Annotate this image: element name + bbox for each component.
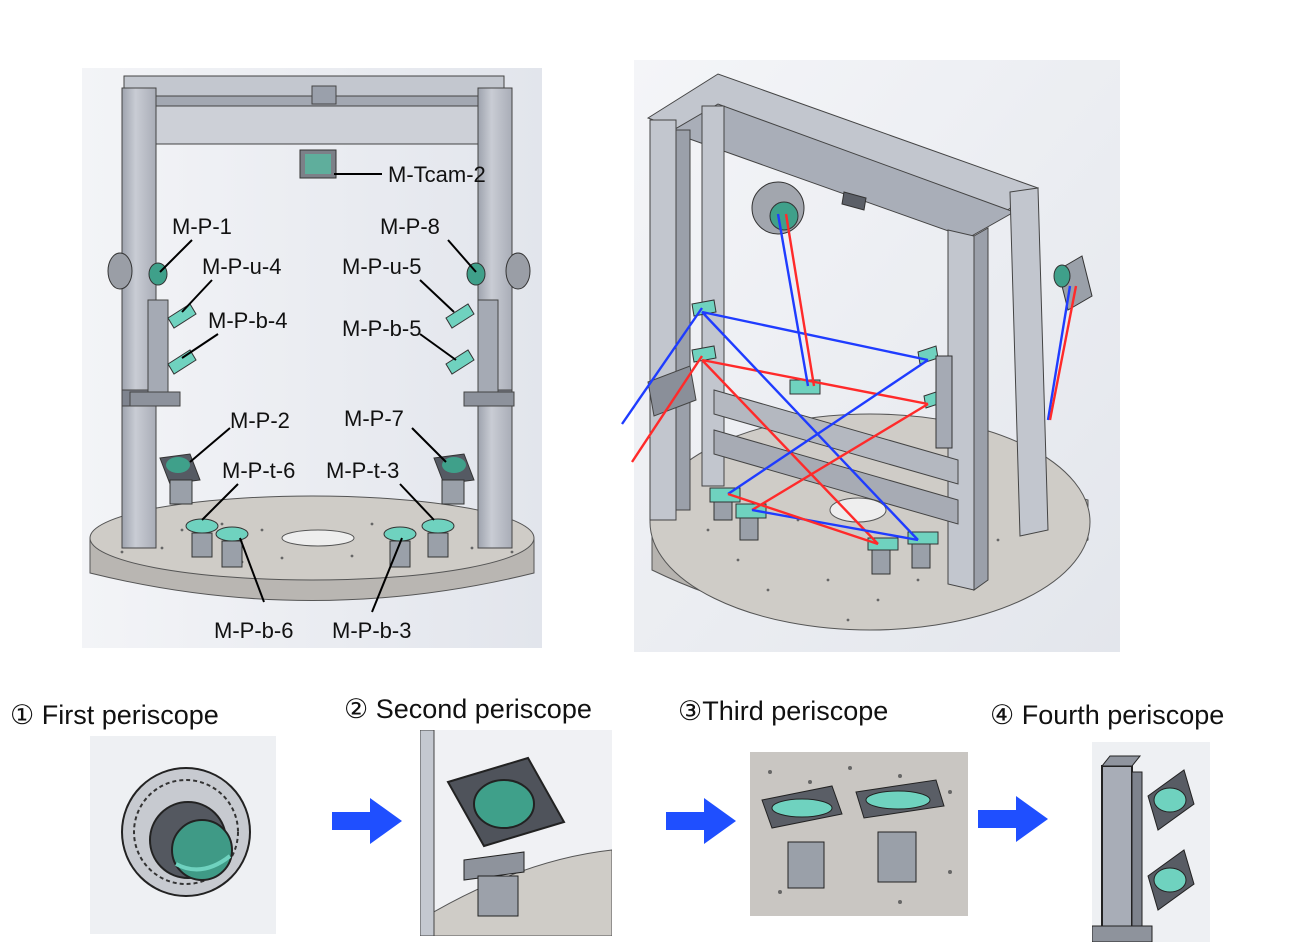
vertical-periscope-icon xyxy=(1092,742,1210,942)
isometric-view-diagram xyxy=(621,60,1120,652)
label-m-p-2: M-P-2 xyxy=(230,408,290,433)
label-m-p-u-5: M-P-u-5 xyxy=(342,254,421,279)
twin-mirror-mounts-icon xyxy=(750,752,968,916)
label-m-p-b-5: M-P-b-5 xyxy=(342,316,421,341)
label-m-p-t-6: M-P-t-6 xyxy=(222,458,295,483)
front-view-diagram: M-Tcam-2 M-P-1 M-P-8 M-P-u-4 M-P-u-5 M-P… xyxy=(82,68,542,648)
tilted-mirror-mount-icon xyxy=(420,730,612,936)
label-m-p-7: M-P-7 xyxy=(344,406,404,431)
round-mirror-mount-icon xyxy=(90,736,276,934)
arrow-right-icon xyxy=(332,798,402,844)
step-1-label: ① First periscope xyxy=(10,700,219,730)
label-m-p-t-3: M-P-t-3 xyxy=(326,458,399,483)
mirror-mounts xyxy=(107,149,531,568)
label-m-p-b-6: M-P-b-6 xyxy=(214,618,293,643)
label-m-p-b-4: M-P-b-4 xyxy=(208,308,287,333)
step-3-label: ③Third periscope xyxy=(678,696,889,726)
fourth-periscope-thumbnail xyxy=(1092,742,1210,942)
step-4-label: ④ Fourth periscope xyxy=(990,700,1225,730)
arrow-right-icon xyxy=(666,798,736,844)
first-periscope-thumbnail xyxy=(90,736,276,934)
label-m-tcam-2: M-Tcam-2 xyxy=(388,162,486,187)
leader-lines xyxy=(159,173,477,613)
second-periscope-thumbnail xyxy=(420,730,612,936)
arrow-right-icon xyxy=(978,796,1048,842)
frame-structure-iso xyxy=(646,73,1049,591)
third-periscope-thumbnail xyxy=(750,752,968,916)
label-m-p-8: M-P-8 xyxy=(380,214,440,239)
label-m-p-1: M-P-1 xyxy=(172,214,232,239)
optical-table xyxy=(89,495,535,601)
label-m-p-u-4: M-P-u-4 xyxy=(202,254,281,279)
laser-beams xyxy=(621,213,1078,546)
label-m-p-b-3: M-P-b-3 xyxy=(332,618,411,643)
step-2-label: ② Second periscope xyxy=(344,694,592,724)
mirrors-iso xyxy=(691,181,1093,575)
frame-structure xyxy=(121,75,515,549)
